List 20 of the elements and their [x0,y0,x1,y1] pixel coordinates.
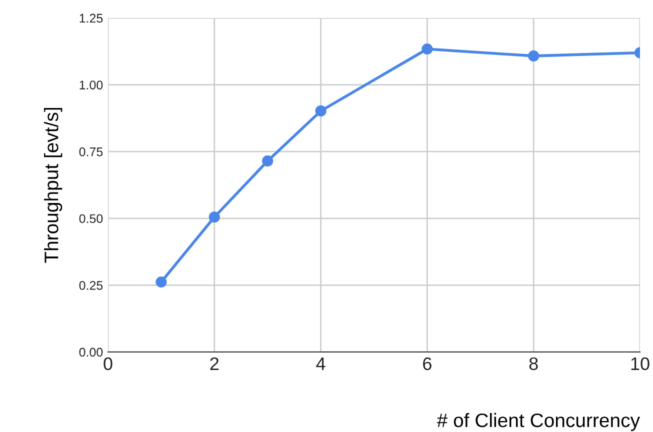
x-tick-label: 10 [631,357,650,370]
x-axis-title: # of Client Concurrency [436,412,640,432]
y-tick-label: 1.25 [80,14,103,23]
point [156,276,167,288]
y-tick-label: 0.00 [79,348,103,357]
y-tick-label: 1.00 [80,80,103,90]
x-tick-label: 4 [316,358,326,370]
point [315,105,326,117]
y-tick-label: 0.50 [79,214,103,224]
x-tick-label: 0 [104,357,112,370]
point [528,50,540,62]
y-tick-label: 0.25 [79,281,103,290]
x-tick-label: 8 [529,357,538,370]
x-tick-label: 2 [210,357,219,370]
point [422,43,433,55]
y-axis-title: Throughput [evt/s] [44,108,62,263]
x-tick-label: 6 [423,357,432,370]
point [262,155,274,167]
point [208,212,220,223]
y-tick-label: 0.75 [79,147,103,156]
